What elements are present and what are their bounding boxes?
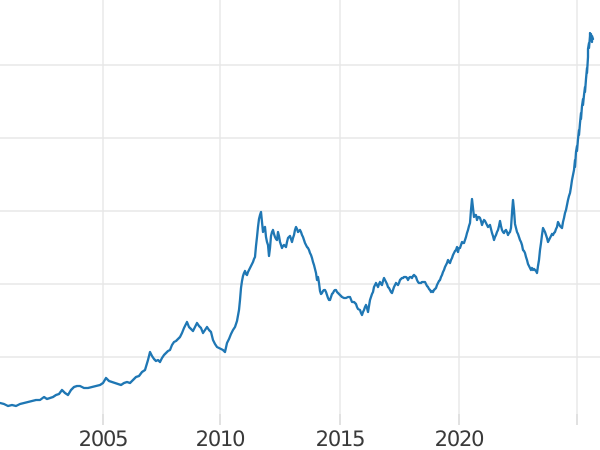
price-series-line (0, 31, 595, 408)
x-tick-label-2015: 2015 (316, 427, 365, 450)
x-tick-label-2005: 2005 (79, 427, 128, 450)
x-tick-label-2020: 2020 (435, 427, 484, 450)
x-tick-label-2010: 2010 (196, 427, 245, 450)
